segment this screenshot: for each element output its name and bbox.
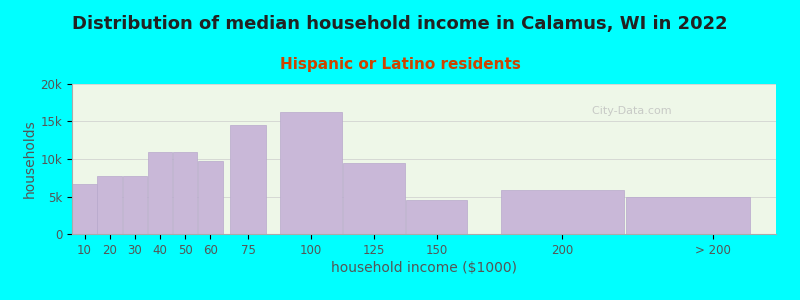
Bar — [173, 152, 198, 234]
Text: Hispanic or Latino residents: Hispanic or Latino residents — [279, 57, 521, 72]
Bar — [626, 196, 750, 234]
Bar — [406, 200, 467, 234]
Bar — [72, 184, 97, 234]
Bar — [122, 176, 147, 234]
Bar — [343, 163, 405, 234]
X-axis label: household income ($1000): household income ($1000) — [331, 261, 517, 275]
Bar — [98, 176, 122, 234]
Bar — [230, 125, 266, 234]
Y-axis label: households: households — [22, 120, 36, 198]
Bar — [148, 152, 172, 234]
Bar — [280, 112, 342, 234]
Text: Distribution of median household income in Calamus, WI in 2022: Distribution of median household income … — [72, 15, 728, 33]
Bar — [198, 161, 222, 234]
Text: City-Data.com: City-Data.com — [585, 106, 671, 116]
Bar — [501, 190, 624, 234]
